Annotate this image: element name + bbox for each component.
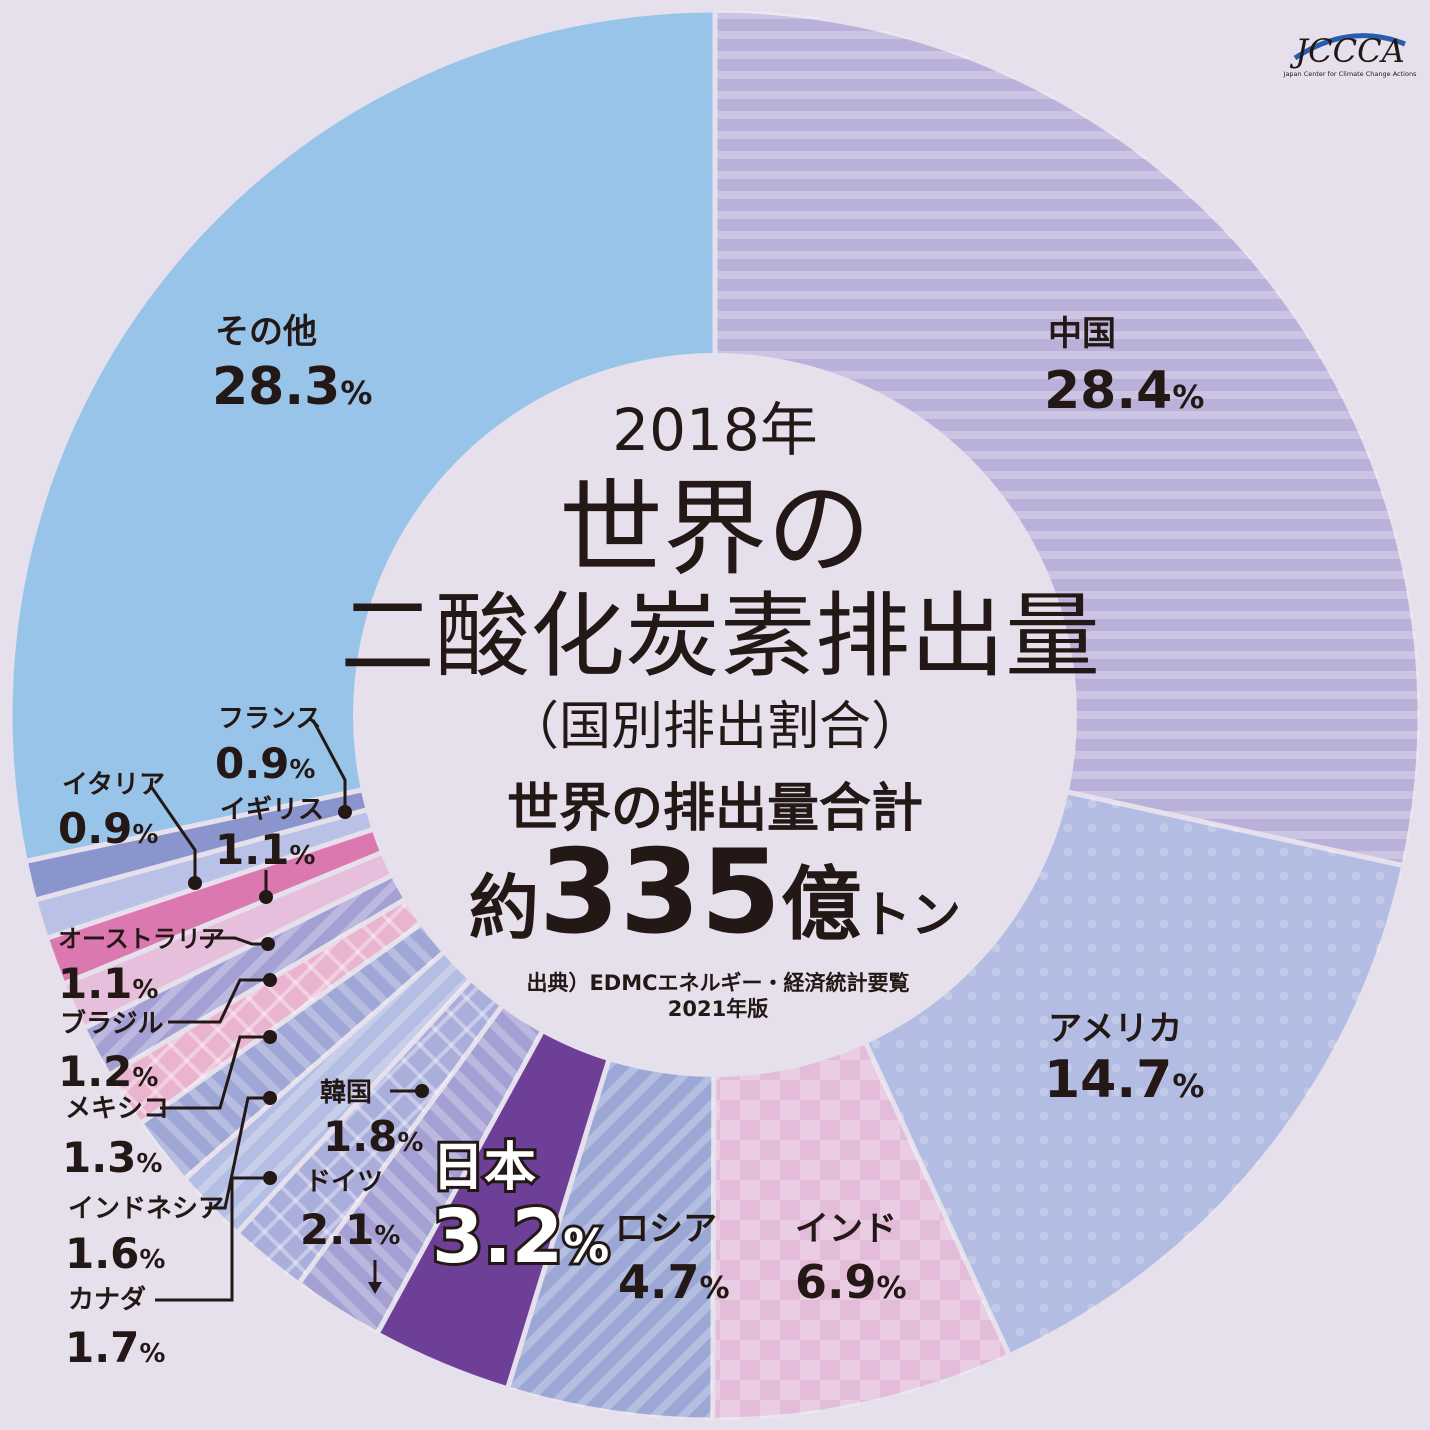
leader-dot-brazil xyxy=(263,973,277,987)
label-value-uk: 1.1% xyxy=(215,825,315,874)
label-value-canada: 1.7% xyxy=(65,1323,165,1372)
total-label: 世界の排出量合計 xyxy=(507,779,923,839)
logo-swoosh xyxy=(1293,33,1406,61)
leader-lines xyxy=(148,719,429,1302)
center-year: 2018年 xyxy=(612,396,818,464)
leader-mexico xyxy=(160,1035,268,1110)
label-value-brazil: 1.2% xyxy=(58,1047,158,1096)
source-line1: 出典）EDMCエネルギー・経済統計要覧 xyxy=(526,971,909,995)
label-name-uk: イギリス xyxy=(220,795,324,825)
label-value-korea: 1.8% xyxy=(323,1112,423,1161)
segment-pattern-brazil xyxy=(83,848,458,1076)
leader-dot-australia xyxy=(261,937,275,951)
leader-italy xyxy=(148,784,197,880)
leader-indonesia xyxy=(205,1096,268,1210)
segment-pattern-mexico xyxy=(108,868,471,1124)
leader-dot-indonesia xyxy=(263,1091,277,1105)
label-value-other: 28.3% xyxy=(212,357,372,417)
label-value-usa: 14.7% xyxy=(1044,1050,1204,1110)
label-value-france: 0.9% xyxy=(215,739,315,788)
leader-brazil xyxy=(168,978,268,1024)
label-value-australia: 1.1% xyxy=(58,959,158,1008)
label-value-mexico: 1.3% xyxy=(62,1133,162,1182)
label-name-brazil: ブラジル xyxy=(60,1008,163,1039)
label-name-usa: アメリカ xyxy=(1048,1009,1182,1049)
leader-dot-italy xyxy=(188,876,202,890)
label-value-germany: 2.1% xyxy=(300,1205,400,1254)
segment-pattern-germany xyxy=(298,957,572,1334)
label-name-russia: ロシア xyxy=(615,1209,717,1249)
leader-dot-canada xyxy=(263,1171,277,1185)
label-name-other: その他 xyxy=(215,312,317,352)
label-value-india: 6.9% xyxy=(795,1255,907,1309)
segment-pattern-canada xyxy=(184,912,512,1234)
total-number: 335 xyxy=(539,825,781,960)
segment-pattern-indonesia xyxy=(140,888,490,1180)
leader-canada xyxy=(155,1176,268,1302)
jccca-logo: JCCCA Japan Center for Climate Change Ac… xyxy=(1283,32,1418,78)
center-title-line2: 二酸化炭素排出量 xyxy=(340,583,1100,690)
leader-dot-uk xyxy=(259,890,273,904)
leader-australia xyxy=(200,936,265,946)
center-title-line1: 世界の xyxy=(559,468,871,590)
total-unit-small: トン xyxy=(861,886,961,944)
label-name-india: インド xyxy=(795,1209,897,1249)
label-value-indonesia: 1.6% xyxy=(65,1229,165,1278)
label-value-italy: 0.9% xyxy=(58,804,158,853)
label-value-china: 28.4% xyxy=(1044,361,1204,421)
center-subtitle: （国別排出割合） xyxy=(507,697,923,757)
leader-dot-france xyxy=(338,805,352,819)
leader-dot-korea xyxy=(415,1084,429,1098)
label-name-italy: イタリア xyxy=(62,770,165,800)
segment-pattern-russia xyxy=(507,1001,715,1420)
label-name-korea: 韓国 xyxy=(320,1078,372,1108)
segment-pattern-china xyxy=(715,10,1420,866)
label-value-russia: 4.7% xyxy=(618,1255,730,1309)
label-name-france: フランス xyxy=(218,704,321,734)
total-unit-big: 億 xyxy=(781,858,861,951)
label-name-australia: オーストラリア xyxy=(58,925,225,953)
total-prefix: 約 xyxy=(469,867,539,949)
segment-labels: 中国 28.4% アメリカ 14.7% インド 6.9% ロシア 4.7% 日本… xyxy=(58,312,1204,1372)
center-title-block: 2018年 世界の 二酸化炭素排出量 （国別排出割合） 世界の排出量合計 約33… xyxy=(340,396,1100,1021)
label-name-japan: 日本 xyxy=(432,1138,536,1198)
label-name-mexico: メキシコ xyxy=(65,1094,169,1124)
donut-segments xyxy=(7,7,1423,1423)
total-value: 約335億トン xyxy=(469,825,961,960)
segment-pattern-korea xyxy=(236,935,538,1284)
label-value-japan: 3.2% xyxy=(432,1194,609,1280)
source-line2: 2021年版 xyxy=(668,997,768,1021)
logo-subtext: Japan Center for Climate Change Actions xyxy=(1283,70,1418,78)
leader-arrow-germany xyxy=(368,1282,382,1294)
leader-france xyxy=(311,719,347,810)
donut-hole xyxy=(353,353,1077,1077)
leader-dot-mexico xyxy=(263,1030,277,1044)
label-name-germany: ドイツ xyxy=(305,1167,383,1197)
segment-pattern-india xyxy=(712,987,1010,1420)
label-name-canada: カナダ xyxy=(68,1284,146,1315)
logo-text: JCCCA xyxy=(1289,32,1404,70)
label-name-china: 中国 xyxy=(1048,314,1116,354)
label-name-indonesia: インドネシア xyxy=(68,1194,224,1224)
